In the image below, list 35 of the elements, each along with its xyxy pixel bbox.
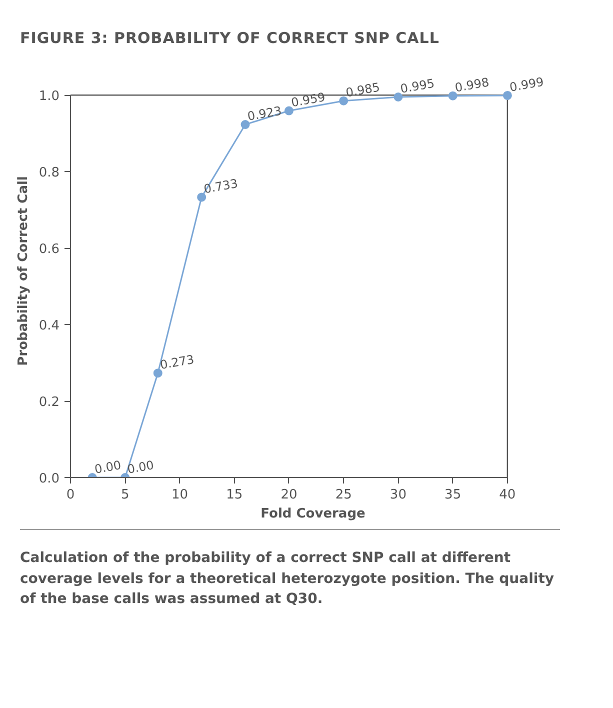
text: Calculation of the probability of a correct SNP call at different coverage levels for a theoretical heterozygote position. The quality of the base calls was assumed at Q30. [20,549,556,610]
y-tick-label: 0.0 [38,472,60,487]
y-tick-label: 1.0 [38,90,60,105]
y-tick-label: 0.6 [38,242,60,258]
x-tick-label: 0 [66,488,75,503]
x-tick-label: 20 [280,488,298,503]
data-label: 0.273 [158,352,196,372]
data-label: 0.998 [454,75,490,96]
point [339,96,348,106]
y-tick-label: 0.8 [38,166,60,181]
data-label: 0.923 [246,104,283,124]
y-tick-label: 0.2 [38,395,60,410]
x-tick-label: 40 [499,488,516,503]
point [448,92,458,101]
y-axis-title: Probability of Correct Call [16,176,31,366]
data-label: 0.00 [93,458,122,477]
point [197,193,206,202]
x-axis-title: Fold Coverage [260,506,366,522]
point [284,106,294,116]
data-label: 0.999 [508,75,545,95]
x-tick-label: 25 [335,488,352,503]
point [240,120,250,130]
point [394,92,403,102]
x-tick-label: 35 [444,488,462,503]
x-tick-label: 10 [171,488,188,503]
chart-title: FIGURE 3: PROBABILITY OF CORRECT SNP CALL [20,28,440,49]
y-tick-label: 0.4 [38,318,60,334]
data-label: 0.985 [344,80,381,100]
x-tick-label: 15 [226,488,243,503]
point [502,91,512,100]
data-label: 0.733 [202,176,239,197]
x-tick-label: 30 [390,488,406,503]
data-label: 0.00 [126,458,155,477]
x-tick-label: 5 [120,488,130,503]
data-label: 0.995 [399,76,436,96]
